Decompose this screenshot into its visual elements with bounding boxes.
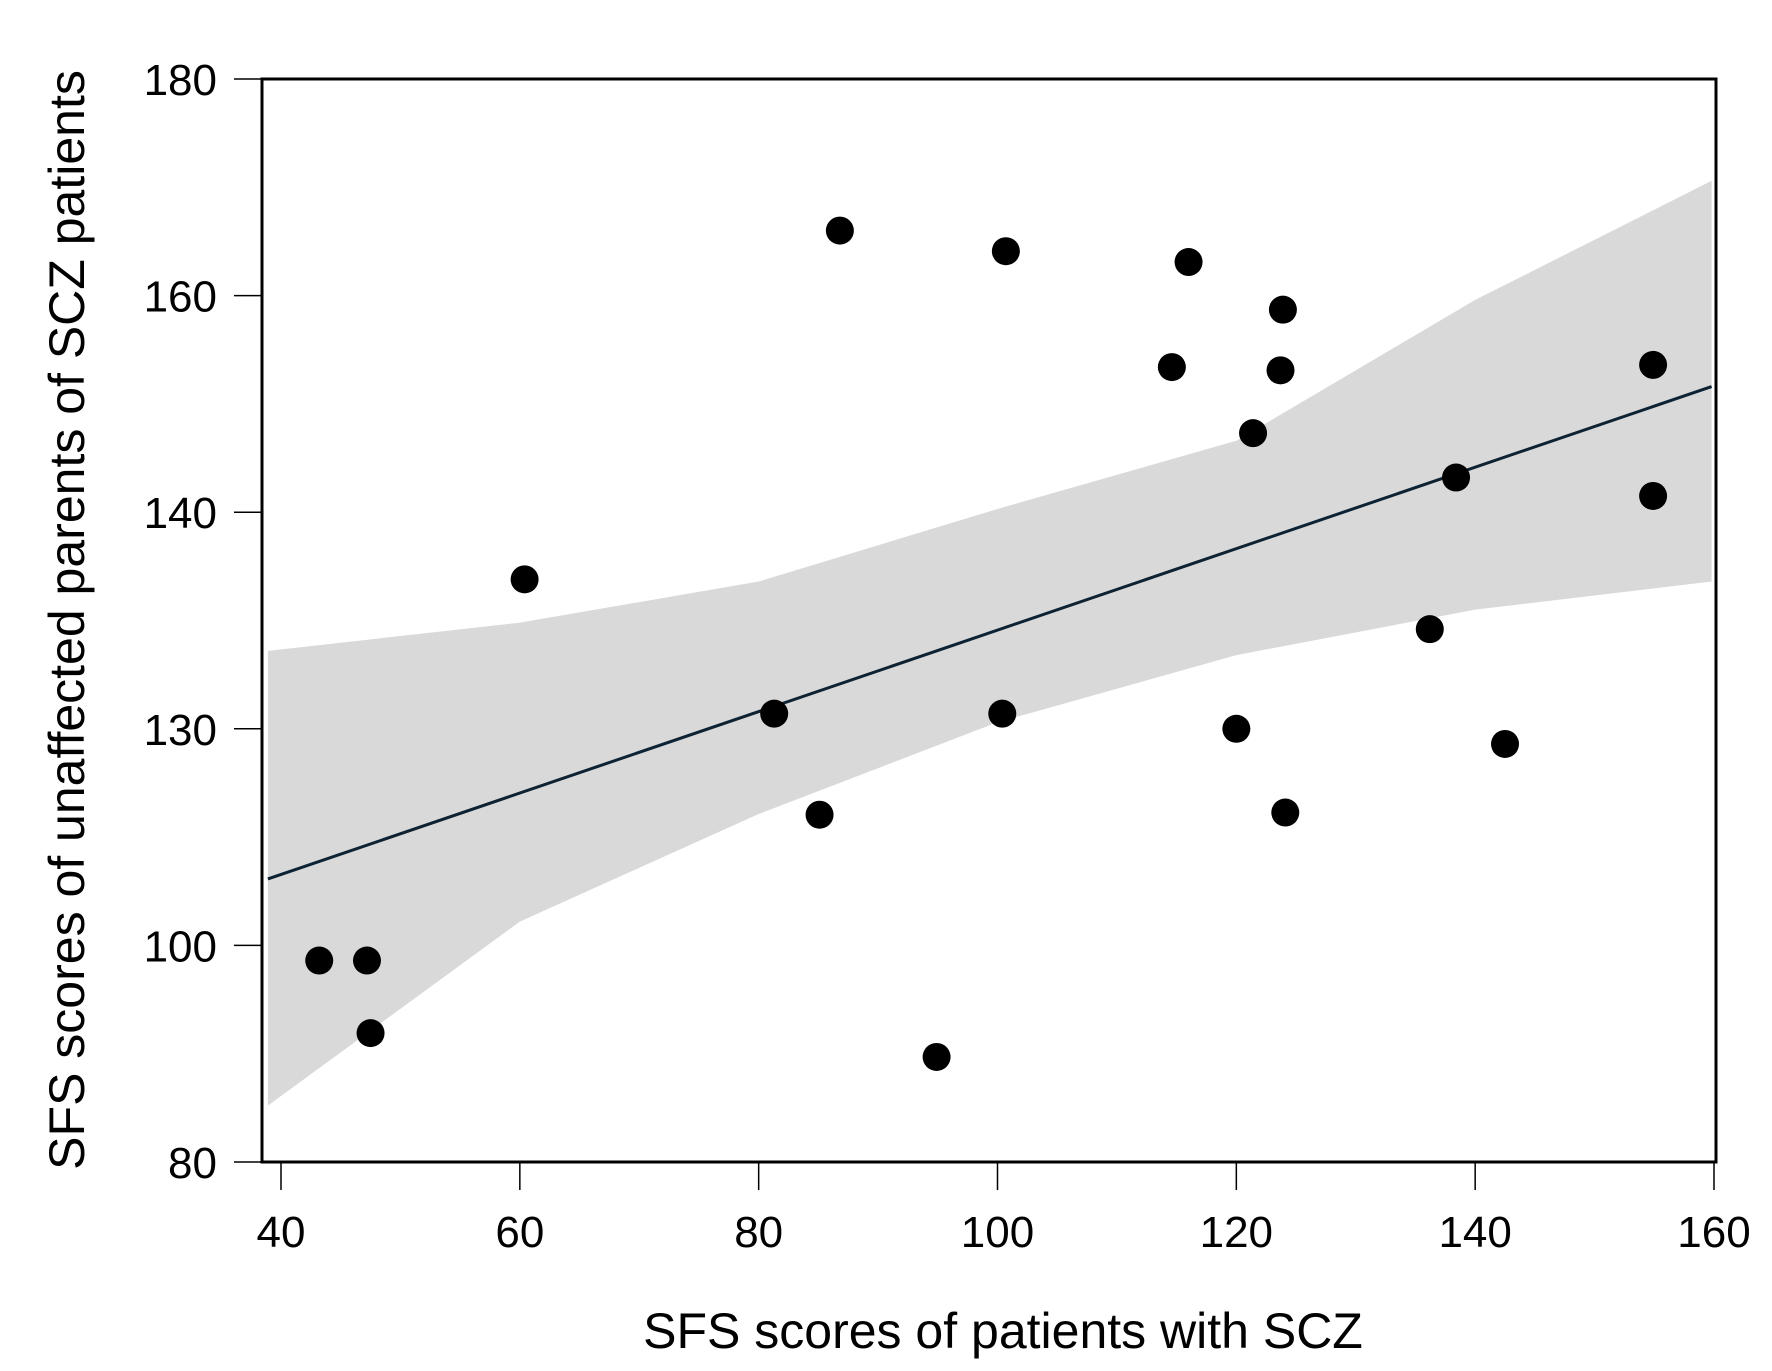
data-point-4 bbox=[510, 565, 539, 594]
data-point-16 bbox=[1268, 295, 1297, 324]
data-point-14 bbox=[1239, 419, 1268, 448]
data-points bbox=[305, 216, 1668, 1071]
confidence-band bbox=[267, 180, 1712, 1106]
x-tick-label: 140 bbox=[1438, 1208, 1511, 1257]
data-point-15 bbox=[1266, 356, 1295, 385]
y-axis: 80 100 130 140 160 180 bbox=[144, 56, 262, 1188]
data-point-17 bbox=[1271, 798, 1300, 827]
data-point-21 bbox=[1639, 350, 1668, 379]
data-point-2 bbox=[352, 946, 381, 975]
x-axis-label: SFS scores of patients with SCZ bbox=[643, 1303, 1363, 1359]
x-tick-label: 80 bbox=[734, 1208, 783, 1257]
data-point-9 bbox=[988, 699, 1017, 728]
y-tick-label: 100 bbox=[144, 922, 217, 971]
data-point-22 bbox=[1639, 481, 1668, 510]
data-point-10 bbox=[991, 237, 1020, 266]
x-tick-label: 60 bbox=[495, 1208, 544, 1257]
data-point-11 bbox=[1157, 353, 1186, 382]
y-tick-label: 130 bbox=[144, 706, 217, 755]
y-axis-label: SFS scores of unaffected parents of SCZ … bbox=[39, 70, 95, 1170]
x-tick-label: 160 bbox=[1677, 1208, 1750, 1257]
x-tick-label: 40 bbox=[257, 1208, 306, 1257]
data-point-1 bbox=[305, 946, 334, 975]
data-point-8 bbox=[922, 1042, 951, 1071]
x-tick-label: 100 bbox=[961, 1208, 1034, 1257]
data-point-20 bbox=[1491, 729, 1520, 758]
data-point-19 bbox=[1442, 463, 1471, 492]
y-tick-label: 180 bbox=[144, 56, 217, 105]
x-axis: 40 60 80 100 120 140 160 bbox=[257, 1162, 1751, 1257]
data-point-6 bbox=[805, 800, 834, 829]
data-point-13 bbox=[1222, 714, 1251, 743]
data-point-7 bbox=[825, 216, 854, 245]
data-point-12 bbox=[1174, 248, 1203, 277]
y-tick-label: 80 bbox=[168, 1139, 217, 1188]
regression-line bbox=[267, 385, 1713, 881]
data-point-3 bbox=[356, 1019, 385, 1048]
data-point-5 bbox=[760, 699, 789, 728]
data-point-18 bbox=[1415, 615, 1444, 644]
y-tick-label: 140 bbox=[144, 489, 217, 538]
y-tick-label: 160 bbox=[144, 273, 217, 322]
plot-frame bbox=[260, 77, 1718, 1164]
x-tick-label: 120 bbox=[1200, 1208, 1273, 1257]
